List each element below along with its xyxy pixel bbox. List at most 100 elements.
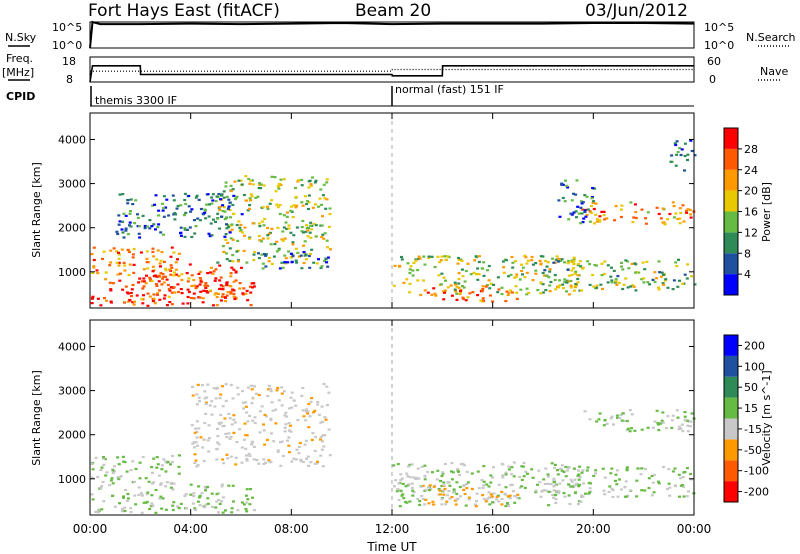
scatter-point bbox=[193, 219, 196, 222]
scatter-point bbox=[676, 416, 680, 419]
scatter-point bbox=[216, 217, 220, 220]
scatter-point bbox=[426, 291, 430, 294]
scatter-point bbox=[152, 297, 156, 300]
scatter-point bbox=[301, 204, 305, 207]
scatter-point bbox=[595, 286, 599, 289]
scatter-point bbox=[222, 206, 226, 209]
scatter-point bbox=[221, 293, 225, 296]
scatter-point bbox=[640, 278, 644, 281]
scatter-point bbox=[232, 194, 236, 197]
scatter-point bbox=[515, 291, 519, 294]
scatter-point bbox=[464, 299, 468, 302]
scatter-point bbox=[289, 424, 292, 427]
scatter-point bbox=[548, 270, 552, 273]
scatter-point bbox=[470, 487, 474, 491]
scatter-point bbox=[673, 467, 677, 470]
scatter-point bbox=[545, 265, 549, 268]
scatter-point bbox=[412, 476, 416, 479]
scatter-point bbox=[189, 296, 193, 300]
scatter-point bbox=[189, 483, 193, 486]
scatter-point bbox=[204, 402, 208, 405]
scatter-point bbox=[122, 496, 125, 499]
scatter-point bbox=[560, 258, 564, 261]
scatter-point bbox=[196, 217, 200, 220]
scatter-point bbox=[489, 481, 493, 484]
scatter-point bbox=[412, 491, 416, 494]
scatter-point bbox=[597, 418, 601, 421]
scatter-point bbox=[603, 260, 607, 263]
scatter-point bbox=[147, 480, 151, 483]
scatter-point bbox=[257, 186, 261, 190]
scatter-point bbox=[492, 492, 496, 495]
scatter-point bbox=[250, 286, 254, 289]
scatter-point bbox=[192, 446, 196, 449]
scatter-point bbox=[275, 240, 279, 243]
scatter-point bbox=[193, 232, 197, 235]
scatter-point bbox=[563, 495, 567, 498]
scatter-point bbox=[262, 462, 266, 465]
scatter-point bbox=[525, 262, 529, 265]
scatter-point bbox=[278, 267, 282, 270]
scatter-point bbox=[219, 413, 223, 416]
scatter-point bbox=[117, 257, 121, 260]
scatter-point bbox=[194, 287, 198, 290]
scatter-point bbox=[266, 207, 270, 211]
colorbar-segment bbox=[724, 169, 738, 191]
scatter-point bbox=[225, 195, 229, 198]
scatter-point bbox=[117, 463, 121, 466]
scatter-point bbox=[157, 474, 161, 477]
scatter-point bbox=[192, 492, 196, 495]
scatter-point bbox=[186, 302, 190, 305]
scatter-point bbox=[117, 214, 121, 217]
scatter-point bbox=[133, 480, 137, 483]
scatter-point bbox=[515, 297, 519, 300]
scatter-point bbox=[129, 210, 132, 213]
scatter-point bbox=[253, 421, 257, 425]
scatter-point bbox=[579, 206, 583, 209]
scatter-point bbox=[139, 251, 143, 254]
scatter-point bbox=[176, 505, 179, 508]
scatter-point bbox=[664, 278, 668, 281]
scatter-point bbox=[247, 177, 251, 181]
scatter-point bbox=[120, 228, 124, 231]
scatter-point bbox=[523, 276, 527, 279]
scatter-point bbox=[572, 467, 576, 470]
scatter-point bbox=[206, 502, 210, 505]
scatter-point bbox=[287, 444, 291, 447]
colorbar-segment bbox=[724, 397, 738, 419]
scatter-point bbox=[218, 264, 222, 267]
scatter-point bbox=[625, 469, 629, 472]
scatter-point bbox=[189, 210, 193, 213]
scatter-point bbox=[635, 479, 639, 482]
scatter-point bbox=[621, 287, 625, 291]
scatter-point bbox=[663, 279, 667, 282]
scatter-point bbox=[621, 412, 625, 415]
scatter-point bbox=[236, 260, 240, 263]
scatter-point bbox=[325, 198, 329, 201]
scatter-point bbox=[418, 257, 422, 260]
scatter-point bbox=[307, 254, 311, 258]
scatter-point bbox=[275, 250, 279, 253]
scatter-point bbox=[589, 211, 593, 214]
scatter-point bbox=[277, 248, 281, 251]
scatter-point bbox=[126, 248, 130, 251]
scatter-point bbox=[455, 498, 459, 501]
scatter-point bbox=[116, 232, 120, 236]
scatter-point bbox=[610, 279, 614, 282]
scatter-point bbox=[137, 225, 141, 228]
scatter-point bbox=[271, 409, 275, 412]
scatter-point bbox=[229, 237, 233, 240]
scatter-point bbox=[618, 417, 622, 420]
scatter-point bbox=[108, 484, 112, 487]
scatter-point bbox=[232, 289, 236, 292]
scatter-point bbox=[245, 411, 249, 414]
scatter-point bbox=[472, 271, 476, 274]
frequency-panel: Freq. [MHz] 18 8 60 0 Nave bbox=[2, 52, 788, 86]
scatter-point bbox=[309, 236, 313, 239]
scatter-point bbox=[491, 300, 495, 303]
scatter-point bbox=[110, 477, 114, 480]
scatter-point bbox=[314, 224, 318, 227]
scatter-point bbox=[297, 445, 301, 448]
scatter-point bbox=[608, 485, 612, 488]
scatter-point bbox=[537, 469, 541, 472]
